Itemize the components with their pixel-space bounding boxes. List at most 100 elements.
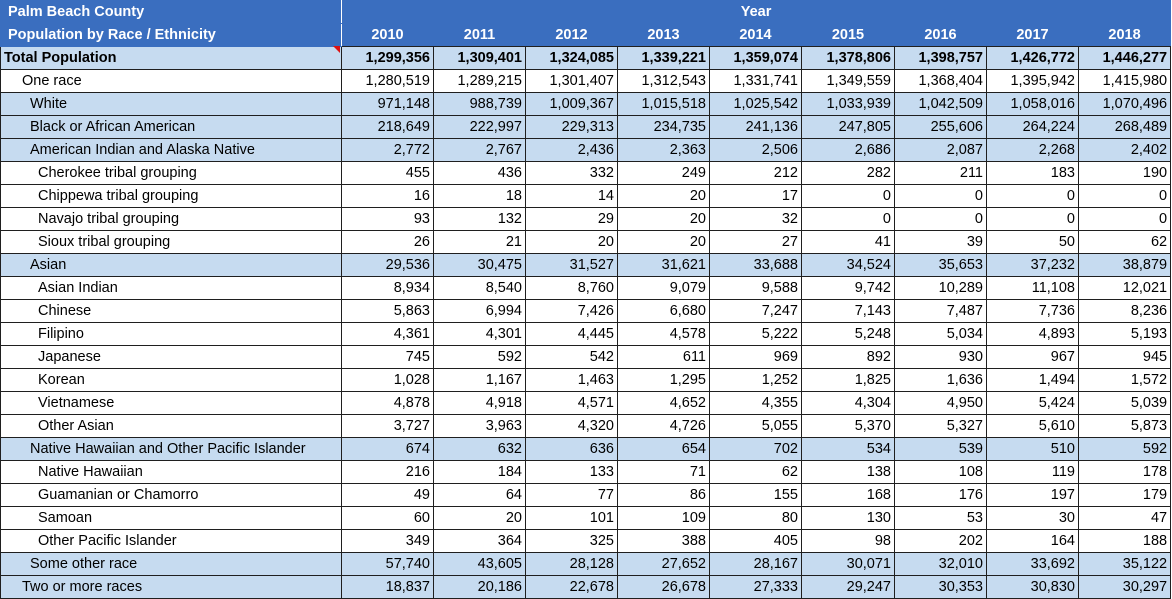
value-cell[interactable]: 184 — [433, 460, 526, 484]
row-label[interactable]: Other Asian — [0, 414, 342, 438]
value-cell[interactable]: 7,426 — [525, 299, 618, 323]
value-cell[interactable]: 1,494 — [986, 368, 1079, 392]
row-label[interactable]: Cherokee tribal grouping — [0, 161, 342, 185]
value-cell[interactable]: 5,039 — [1077, 391, 1172, 415]
value-cell[interactable]: 1,463 — [525, 368, 618, 392]
value-cell[interactable]: 892 — [801, 345, 895, 369]
value-cell[interactable]: 18 — [433, 184, 526, 208]
value-cell[interactable]: 4,652 — [617, 391, 710, 415]
year-header-2013[interactable]: 2013 — [617, 23, 710, 47]
value-cell[interactable]: 0 — [894, 207, 987, 231]
value-cell[interactable]: 7,736 — [986, 299, 1079, 323]
value-cell[interactable]: 18,837 — [341, 575, 434, 599]
value-cell[interactable]: 9,588 — [709, 276, 802, 300]
value-cell[interactable]: 636 — [525, 437, 618, 461]
value-cell[interactable]: 60 — [341, 506, 434, 530]
value-cell[interactable]: 20,186 — [433, 575, 526, 599]
value-cell[interactable]: 27,652 — [617, 552, 710, 576]
value-cell[interactable]: 64 — [433, 483, 526, 507]
value-cell[interactable]: 4,301 — [433, 322, 526, 346]
value-cell[interactable]: 22,678 — [525, 575, 618, 599]
value-cell[interactable]: 27 — [709, 230, 802, 254]
value-cell[interactable]: 632 — [433, 437, 526, 461]
value-cell[interactable]: 1,359,074 — [709, 46, 802, 70]
row-label[interactable]: White — [0, 92, 342, 116]
value-cell[interactable]: 30,297 — [1077, 575, 1172, 599]
value-cell[interactable]: 0 — [986, 207, 1079, 231]
value-cell[interactable]: 1,324,085 — [525, 46, 618, 70]
row-label[interactable]: Asian Indian — [0, 276, 342, 300]
value-cell[interactable]: 133 — [525, 460, 618, 484]
value-cell[interactable]: 179 — [1077, 483, 1172, 507]
value-cell[interactable]: 0 — [801, 184, 895, 208]
value-cell[interactable]: 745 — [341, 345, 434, 369]
value-cell[interactable]: 255,606 — [894, 115, 987, 139]
value-cell[interactable]: 967 — [986, 345, 1079, 369]
value-cell[interactable]: 197 — [986, 483, 1079, 507]
row-label[interactable]: Vietnamese — [0, 391, 342, 415]
value-cell[interactable]: 20 — [433, 506, 526, 530]
value-cell[interactable]: 31,527 — [525, 253, 618, 277]
value-cell[interactable]: 2,087 — [894, 138, 987, 162]
value-cell[interactable]: 222,997 — [433, 115, 526, 139]
value-cell[interactable]: 0 — [1077, 184, 1172, 208]
value-cell[interactable]: 1,167 — [433, 368, 526, 392]
value-cell[interactable]: 539 — [894, 437, 987, 461]
value-cell[interactable]: 1,025,542 — [709, 92, 802, 116]
value-cell[interactable]: 108 — [894, 460, 987, 484]
value-cell[interactable]: 592 — [433, 345, 526, 369]
year-header-2011[interactable]: 2011 — [433, 23, 526, 47]
value-cell[interactable]: 5,222 — [709, 322, 802, 346]
value-cell[interactable]: 28,167 — [709, 552, 802, 576]
value-cell[interactable]: 21 — [433, 230, 526, 254]
value-cell[interactable]: 4,726 — [617, 414, 710, 438]
value-cell[interactable]: 34,524 — [801, 253, 895, 277]
value-cell[interactable]: 8,540 — [433, 276, 526, 300]
value-cell[interactable]: 1,295 — [617, 368, 710, 392]
value-cell[interactable]: 50 — [986, 230, 1079, 254]
value-cell[interactable]: 8,236 — [1077, 299, 1172, 323]
value-cell[interactable]: 71 — [617, 460, 710, 484]
value-cell[interactable]: 8,934 — [341, 276, 434, 300]
value-cell[interactable]: 6,680 — [617, 299, 710, 323]
value-cell[interactable]: 1,033,939 — [801, 92, 895, 116]
value-cell[interactable]: 1,042,509 — [894, 92, 987, 116]
value-cell[interactable]: 32 — [709, 207, 802, 231]
table-title-line2[interactable]: Population by Race / Ethnicity — [0, 23, 342, 47]
value-cell[interactable]: 325 — [525, 529, 618, 553]
value-cell[interactable]: 5,610 — [986, 414, 1079, 438]
value-cell[interactable]: 2,772 — [341, 138, 434, 162]
value-cell[interactable]: 190 — [1077, 161, 1172, 185]
value-cell[interactable]: 20 — [617, 184, 710, 208]
row-label[interactable]: Chinese — [0, 299, 342, 323]
value-cell[interactable]: 1,289,215 — [433, 69, 526, 93]
value-cell[interactable]: 988,739 — [433, 92, 526, 116]
value-cell[interactable]: 1,312,543 — [617, 69, 710, 93]
value-cell[interactable]: 1,426,772 — [986, 46, 1079, 70]
row-label[interactable]: Total Population — [0, 46, 342, 70]
value-cell[interactable]: 388 — [617, 529, 710, 553]
value-cell[interactable]: 62 — [709, 460, 802, 484]
value-cell[interactable]: 218,649 — [341, 115, 434, 139]
year-header-2014[interactable]: 2014 — [709, 23, 802, 47]
value-cell[interactable]: 971,148 — [341, 92, 434, 116]
value-cell[interactable]: 2,363 — [617, 138, 710, 162]
value-cell[interactable]: 10,289 — [894, 276, 987, 300]
value-cell[interactable]: 86 — [617, 483, 710, 507]
row-label[interactable]: Chippewa tribal grouping — [0, 184, 342, 208]
value-cell[interactable]: 1,028 — [341, 368, 434, 392]
year-header-2015[interactable]: 2015 — [801, 23, 895, 47]
row-label[interactable]: Native Hawaiian — [0, 460, 342, 484]
value-cell[interactable]: 7,487 — [894, 299, 987, 323]
value-cell[interactable]: 510 — [986, 437, 1079, 461]
value-cell[interactable]: 32,010 — [894, 552, 987, 576]
value-cell[interactable]: 654 — [617, 437, 710, 461]
value-cell[interactable]: 47 — [1077, 506, 1172, 530]
value-cell[interactable]: 30,475 — [433, 253, 526, 277]
value-cell[interactable]: 1,009,367 — [525, 92, 618, 116]
value-cell[interactable]: 436 — [433, 161, 526, 185]
value-cell[interactable]: 1,398,757 — [894, 46, 987, 70]
value-cell[interactable]: 1,301,407 — [525, 69, 618, 93]
value-cell[interactable]: 1,070,496 — [1077, 92, 1172, 116]
value-cell[interactable]: 5,055 — [709, 414, 802, 438]
